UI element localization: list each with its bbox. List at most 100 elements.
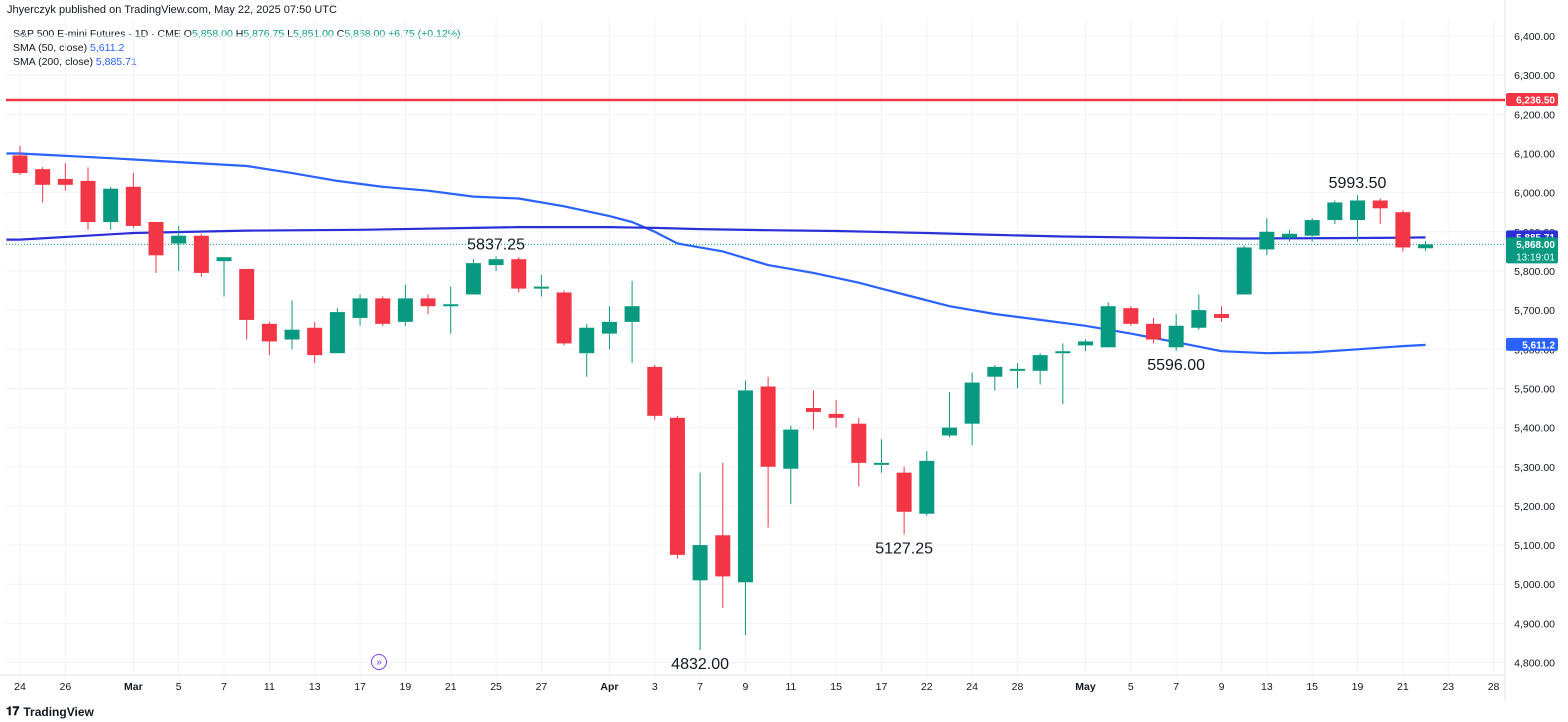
candle-body[interactable] (851, 423, 867, 463)
candle-body[interactable] (964, 382, 980, 424)
close-label: C (336, 28, 345, 40)
candle-body[interactable] (1214, 314, 1230, 318)
candle-body[interactable] (57, 178, 73, 185)
candle-body[interactable] (1100, 306, 1116, 348)
candle-body[interactable] (624, 306, 640, 322)
candle-body[interactable] (1418, 244, 1434, 249)
x-axis-tick-label: 25 (490, 681, 502, 693)
candle-body[interactable] (896, 472, 912, 512)
resistance-price-tag-bg (1506, 93, 1558, 107)
candle-body[interactable] (1372, 200, 1388, 209)
candle-body[interactable] (193, 235, 209, 273)
x-axis-tick-label: 13 (309, 681, 321, 693)
candle-body[interactable] (35, 169, 51, 185)
x-axis-tick-label: Mar (124, 681, 143, 693)
candle-body[interactable] (647, 366, 663, 416)
candle-body[interactable] (171, 235, 187, 244)
candle-body[interactable] (1009, 368, 1025, 371)
candle-body[interactable] (919, 460, 935, 514)
close-value: 5,868.00 (344, 28, 386, 40)
candle-body[interactable] (125, 186, 141, 226)
y-axis-tick-label: 4,800.00 (1514, 658, 1555, 670)
candle-body[interactable] (488, 259, 504, 266)
symbol-name[interactable]: S&P 500 E-mini Futures · 1D · CME (13, 28, 181, 40)
candle-body[interactable] (307, 327, 323, 356)
candle-body[interactable] (987, 366, 1003, 377)
y-axis-tick-label: 6,400.00 (1514, 31, 1555, 43)
candle-body[interactable] (465, 263, 481, 295)
x-axis-tick-label: 11 (264, 681, 275, 693)
sma200-line[interactable] (6, 152, 1426, 355)
candle-body[interactable] (760, 386, 776, 467)
candle-body[interactable] (1395, 212, 1411, 248)
candle-body[interactable] (1327, 202, 1343, 221)
candle-body[interactable] (1168, 325, 1184, 348)
candle-body[interactable] (1236, 247, 1252, 295)
candle-body[interactable] (148, 222, 164, 256)
candle-body[interactable] (329, 312, 345, 354)
candle-body[interactable] (1350, 200, 1366, 221)
candle-body[interactable] (556, 292, 572, 344)
candle-body[interactable] (239, 269, 255, 320)
candle-body[interactable] (669, 417, 685, 555)
y-axis-tick-label: 5,000.00 (1514, 579, 1555, 591)
resistance-price-tag: 6,236.50 (1516, 96, 1555, 107)
candle-body[interactable] (805, 408, 821, 412)
y-axis-tick-label: 5,400.00 (1514, 423, 1555, 435)
candle-body[interactable] (216, 257, 232, 262)
sma200-label: SMA (200, close) (13, 56, 93, 68)
candle-body[interactable] (828, 413, 844, 418)
sma50-row[interactable]: SMA (50, close) 5,611.2 (13, 41, 461, 55)
jump-to-realtime-button[interactable]: » (371, 654, 387, 670)
open-value: 5,858.00 (191, 28, 233, 40)
candle-body[interactable] (692, 545, 708, 581)
candle-body[interactable] (1032, 355, 1048, 371)
current-price-tag-bg (1506, 237, 1558, 264)
y-axis-tick-label: 6,000.00 (1514, 188, 1555, 200)
candle-body[interactable] (420, 298, 436, 307)
candle-body[interactable] (715, 535, 731, 577)
tradingview-logo-icon: 𝟏𝟕 (6, 704, 20, 718)
candle-body[interactable] (352, 298, 368, 318)
sma50-line[interactable] (6, 226, 1426, 241)
low-label: L (287, 28, 293, 40)
candle-body[interactable] (1077, 341, 1093, 346)
candle-body[interactable] (783, 429, 799, 469)
x-axis-tick-label: 26 (59, 681, 71, 693)
candle-body[interactable] (1123, 308, 1139, 324)
candle-body[interactable] (103, 188, 119, 223)
candle-body[interactable] (284, 329, 300, 340)
candle-body[interactable] (261, 323, 277, 342)
candle-body[interactable] (1304, 220, 1320, 236)
candle-body[interactable] (1282, 233, 1298, 238)
candle-body[interactable] (12, 155, 28, 174)
sma200-price-tag: 5,611.2 (1522, 340, 1555, 351)
candle-body[interactable] (1259, 231, 1275, 250)
x-axis-tick-label: 23 (1442, 681, 1454, 693)
x-axis-tick-label: 11 (785, 681, 796, 693)
candle-body[interactable] (1055, 351, 1071, 354)
sma200-row[interactable]: SMA (200, close) 5,885.71 (13, 55, 461, 69)
candle-body[interactable] (737, 390, 753, 583)
high-value: 5,876.75 (243, 28, 285, 40)
x-axis-tick-label: 21 (1397, 681, 1409, 693)
current-price-tag-countdown: 13:19:01 (1516, 252, 1555, 263)
candle-body[interactable] (443, 304, 459, 307)
candle-body[interactable] (80, 180, 96, 223)
x-axis-tick-label: 24 (14, 681, 26, 693)
price-annotation: 5596.00 (1147, 357, 1205, 374)
candle-body[interactable] (941, 427, 957, 436)
candle-body[interactable] (375, 298, 391, 324)
candle-body[interactable] (1191, 310, 1207, 328)
x-axis-tick-label: 28 (1012, 681, 1024, 693)
candle-body[interactable] (533, 286, 549, 289)
candle-body[interactable] (579, 327, 595, 354)
tradingview-branding[interactable]: 𝟏𝟕 TradingView (6, 704, 94, 719)
candle-body[interactable] (511, 259, 527, 289)
candle-body[interactable] (873, 462, 889, 465)
candle-body[interactable] (1146, 323, 1161, 340)
candle-body[interactable] (601, 321, 617, 334)
price-annotation: 5837.25 (467, 236, 525, 253)
candle-body[interactable] (397, 298, 413, 322)
